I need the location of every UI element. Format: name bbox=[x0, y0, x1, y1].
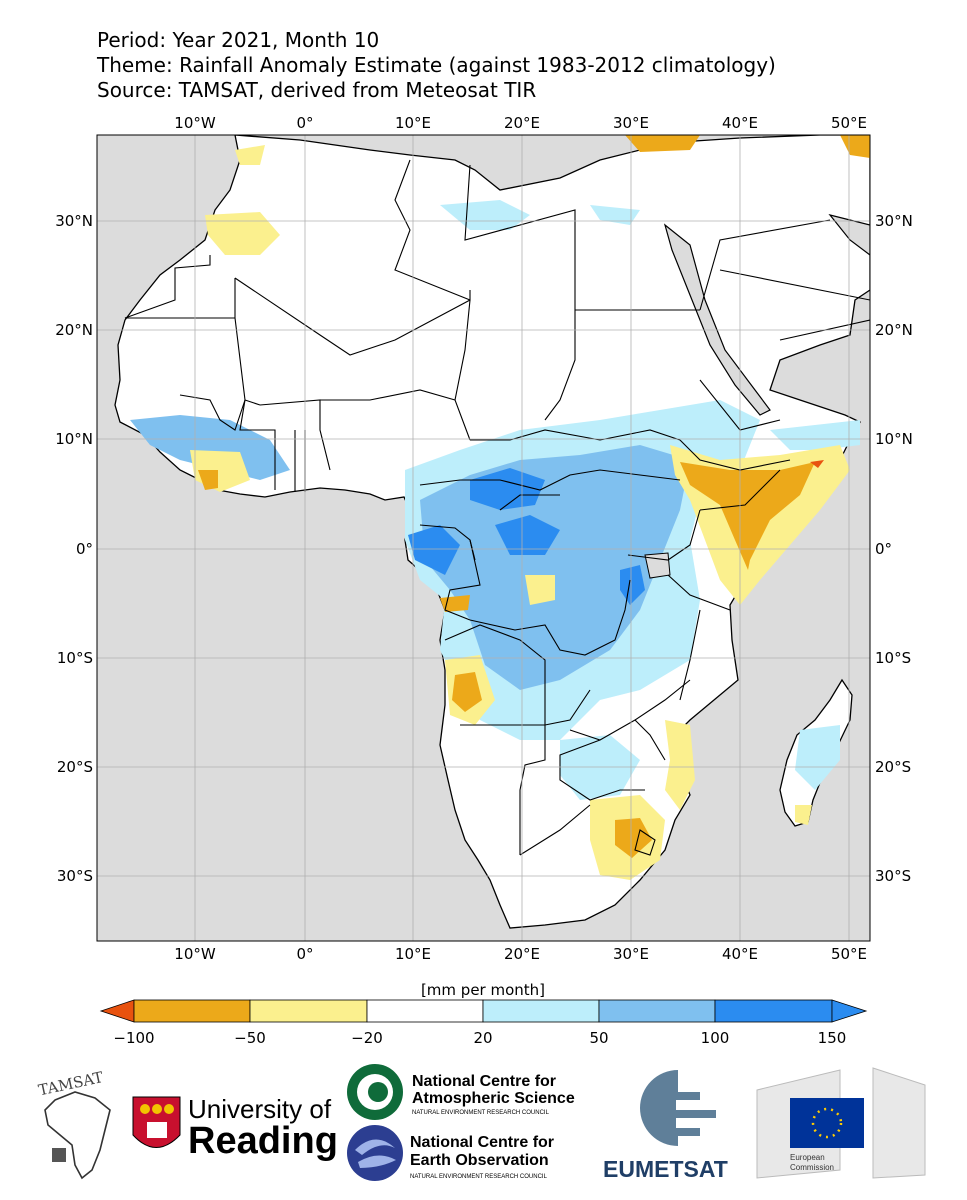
lon-tick-top: 10°E bbox=[395, 114, 431, 132]
ncas-logo-icon bbox=[347, 1064, 403, 1120]
lat-tick-left: 0° bbox=[76, 540, 93, 558]
colorbar-tick: −20 bbox=[351, 1029, 383, 1047]
colorbar-tick: −100 bbox=[113, 1029, 154, 1047]
period-title: Period: Year 2021, Month 10 bbox=[97, 28, 380, 52]
lake-victoria bbox=[644, 552, 671, 579]
lat-tick-right: 0° bbox=[875, 540, 892, 558]
colorbar bbox=[99, 999, 868, 1023]
colorbar-segment bbox=[249, 999, 368, 1023]
nceo-line2: Earth Observation bbox=[410, 1152, 549, 1169]
nceo-logo-icon bbox=[347, 1125, 403, 1181]
lat-tick-right: 30°S bbox=[875, 867, 911, 885]
eumetsat-logo-icon bbox=[640, 1070, 716, 1146]
source-title: Source: TAMSAT, derived from Meteosat TI… bbox=[97, 78, 537, 102]
lat-tick-left: 20°N bbox=[55, 321, 93, 339]
european-commission-logo-icon bbox=[756, 1067, 926, 1179]
reading-crest-icon bbox=[132, 1096, 181, 1148]
lon-tick-top: 10°W bbox=[174, 114, 216, 132]
lon-tick-bottom: 30°E bbox=[613, 945, 649, 963]
nceo-line1: National Centre for bbox=[410, 1134, 554, 1151]
lon-tick-bottom: 20°E bbox=[504, 945, 540, 963]
colorbar-segment bbox=[598, 999, 716, 1023]
colorbar-segment bbox=[366, 999, 484, 1023]
ec-line1: European bbox=[790, 1153, 825, 1162]
colorbar-segment bbox=[714, 999, 833, 1023]
reading-wordmark-line1: University of bbox=[188, 1094, 332, 1124]
lon-tick-top: 40°E bbox=[722, 114, 758, 132]
lat-tick-left: 30°S bbox=[57, 867, 93, 885]
ncas-line2: Atmospheric Science bbox=[412, 1090, 575, 1107]
lat-tick-left: 20°S bbox=[57, 758, 93, 776]
lat-tick-left: 10°S bbox=[57, 649, 93, 667]
ec-line2: Commission bbox=[790, 1163, 834, 1172]
lon-ticks-bottom: 10°W 0° 10°E 20°E 30°E 40°E 50°E bbox=[174, 945, 867, 963]
lat-tick-right: 20°S bbox=[875, 758, 911, 776]
colorbar-tick: 100 bbox=[701, 1029, 730, 1047]
colorbar-units: [mm per month] bbox=[421, 981, 545, 999]
colorbar-extend-low bbox=[99, 999, 135, 1023]
map-frame bbox=[96, 134, 871, 942]
lon-tick-bottom: 40°E bbox=[722, 945, 758, 963]
lon-tick-bottom: 50°E bbox=[831, 945, 867, 963]
ncas-line1: National Centre for bbox=[412, 1073, 556, 1090]
lon-tick-top: 50°E bbox=[831, 114, 867, 132]
colorbar-tick: 20 bbox=[473, 1029, 492, 1047]
tamsat-logo: TAMSAT bbox=[37, 1068, 111, 1180]
reading-wordmark-line2: Reading bbox=[188, 1120, 338, 1162]
colorbar-segment bbox=[482, 999, 600, 1023]
graticule bbox=[97, 135, 870, 941]
colorbar-segment bbox=[133, 999, 251, 1023]
lon-tick-top: 0° bbox=[296, 114, 313, 132]
svg-text:TAMSAT: TAMSAT bbox=[37, 1068, 105, 1099]
eumetsat-wordmark: EUMETSAT bbox=[603, 1156, 728, 1182]
theme-title: Theme: Rainfall Anomaly Estimate (agains… bbox=[97, 53, 776, 77]
ncas-sub: NATURAL ENVIRONMENT RESEARCH COUNCIL bbox=[412, 1110, 550, 1116]
dry-anomaly-patches bbox=[190, 135, 870, 880]
lon-tick-top: 20°E bbox=[504, 114, 540, 132]
lat-tick-right: 30°N bbox=[875, 212, 913, 230]
nceo-sub: NATURAL ENVIRONMENT RESEARCH COUNCIL bbox=[410, 1174, 548, 1180]
lon-tick-bottom: 0° bbox=[296, 945, 313, 963]
lat-tick-right: 10°N bbox=[875, 430, 913, 448]
colorbar-tick: −50 bbox=[234, 1029, 266, 1047]
lon-ticks-top: 10°W 0° 10°E 20°E 30°E 40°E 50°E bbox=[174, 114, 867, 132]
lon-tick-bottom: 10°E bbox=[395, 945, 431, 963]
persian-gulf bbox=[828, 213, 870, 256]
lat-tick-left: 10°N bbox=[55, 430, 93, 448]
colorbar-extend-high bbox=[831, 999, 868, 1023]
red-sea bbox=[663, 223, 771, 416]
lon-tick-top: 30°E bbox=[613, 114, 649, 132]
colorbar-tick: 50 bbox=[589, 1029, 608, 1047]
colorbar-tick: 150 bbox=[818, 1029, 847, 1047]
lon-tick-bottom: 10°W bbox=[174, 945, 216, 963]
country-borders bbox=[124, 159, 870, 856]
lat-tick-right: 10°S bbox=[875, 649, 911, 667]
wet-anomaly-patches bbox=[130, 200, 860, 800]
lat-tick-left: 30°N bbox=[55, 212, 93, 230]
lat-ticks-right: 30°N 20°N 10°N 0° 10°S 20°S 30°S bbox=[875, 212, 913, 885]
lat-ticks-left: 30°N 20°N 10°N 0° 10°S 20°S 30°S bbox=[55, 212, 93, 885]
lat-tick-right: 20°N bbox=[875, 321, 913, 339]
